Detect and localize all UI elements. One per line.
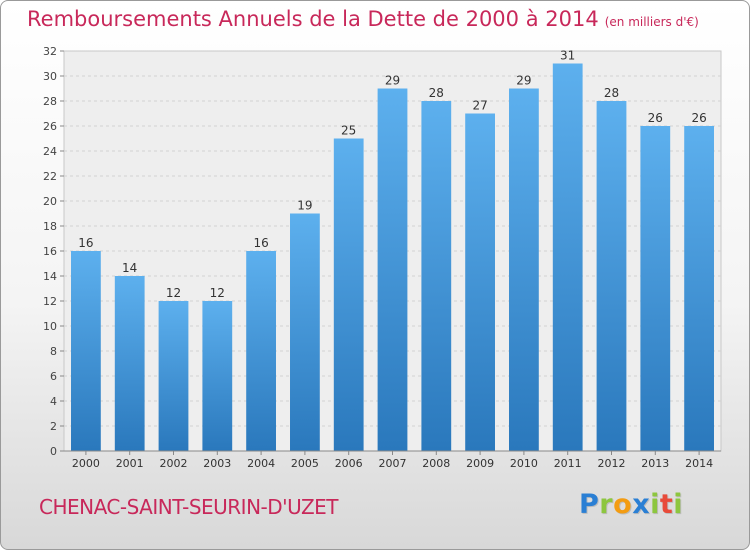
y-tick-label: 2 [50, 420, 57, 433]
data-label: 25 [341, 124, 356, 138]
y-tick-label: 16 [43, 245, 57, 258]
x-tick-label: 2012 [598, 457, 626, 470]
x-axis: 2000 2001 2002 2003 2004 2005 2006 2007 2008 2009… [64, 450, 721, 470]
y-tick-label: 30 [43, 70, 57, 83]
bar [333, 138, 364, 451]
bar [377, 88, 408, 451]
chart-title-text: Remboursements Annuels de la Dette de 20… [27, 7, 599, 31]
x-tick-label: 2013 [641, 457, 669, 470]
y-tick-label: 4 [50, 395, 57, 408]
y-tick-label: 10 [43, 320, 57, 333]
y-tick-label: 24 [43, 145, 57, 158]
x-tick-label: 2011 [554, 457, 582, 470]
y-tick-label: 28 [43, 95, 57, 108]
y-tick-label: 14 [43, 270, 57, 283]
x-tick-label: 2006 [335, 457, 363, 470]
data-label: 16 [253, 236, 268, 250]
data-label: 27 [472, 99, 487, 113]
bar [158, 301, 189, 451]
y-tick-label: 18 [43, 220, 57, 233]
data-label: 12 [166, 286, 181, 300]
x-tick-label: 2010 [510, 457, 538, 470]
x-tick-label: 2001 [116, 457, 144, 470]
logo-letter: i [650, 489, 660, 520]
data-label: 16 [78, 236, 93, 250]
x-tick-label: 2005 [291, 457, 319, 470]
chart-subtitle: (en milliers d'€) [604, 15, 699, 29]
data-label: 31 [560, 49, 575, 63]
bar [290, 213, 320, 451]
bar [246, 251, 276, 451]
bar [465, 113, 495, 451]
bar [684, 126, 714, 451]
bar [640, 126, 671, 451]
y-tick-label: 0 [50, 445, 57, 458]
data-label: 26 [691, 111, 706, 125]
data-label: 28 [604, 86, 619, 100]
proxiti-logo: Proxiti [579, 489, 683, 520]
y-tick-label: 6 [50, 370, 57, 383]
y-tick-label: 8 [50, 345, 57, 358]
x-tick-label: 2008 [422, 457, 450, 470]
y-tick-label: 26 [43, 120, 57, 133]
y-tick-label: 32 [43, 45, 57, 58]
x-tick-label: 2014 [685, 457, 713, 470]
logo-letter: i [673, 489, 684, 520]
logo-letter: x [632, 489, 651, 520]
y-tick-label: 12 [43, 295, 57, 308]
data-label: 29 [516, 74, 531, 88]
logo-letter: r [599, 489, 614, 520]
data-label: 28 [429, 86, 444, 100]
logo-letter: t [659, 489, 674, 520]
x-tick-label: 2002 [160, 457, 188, 470]
bar [509, 88, 539, 451]
data-label: 26 [648, 111, 663, 125]
x-tick-label: 2009 [466, 457, 494, 470]
y-tick-label: 20 [43, 195, 57, 208]
x-tick-label: 2000 [72, 457, 100, 470]
bar [552, 63, 583, 451]
data-label: 29 [385, 74, 400, 88]
data-label: 19 [297, 199, 312, 213]
logo-letter: P [579, 489, 600, 520]
data-label: 14 [122, 261, 137, 275]
bar [421, 101, 452, 451]
chart-title: Remboursements Annuels de la Dette de 20… [27, 7, 699, 31]
logo-letter: o [613, 489, 633, 520]
x-tick-label: 2007 [379, 457, 407, 470]
x-tick-label: 2004 [247, 457, 275, 470]
bar [71, 251, 101, 451]
y-tick-label: 22 [43, 170, 57, 183]
bar [596, 101, 627, 451]
bar [114, 276, 145, 451]
x-tick-label: 2003 [203, 457, 231, 470]
bars: 16 14 12 12 16 19 25 29 28 27 29 31 28 26 26 [71, 49, 714, 451]
commune-name: CHENAC-SAINT-SEURIN-D'UZET [39, 495, 339, 519]
data-label: 12 [210, 286, 225, 300]
bar [202, 301, 233, 451]
